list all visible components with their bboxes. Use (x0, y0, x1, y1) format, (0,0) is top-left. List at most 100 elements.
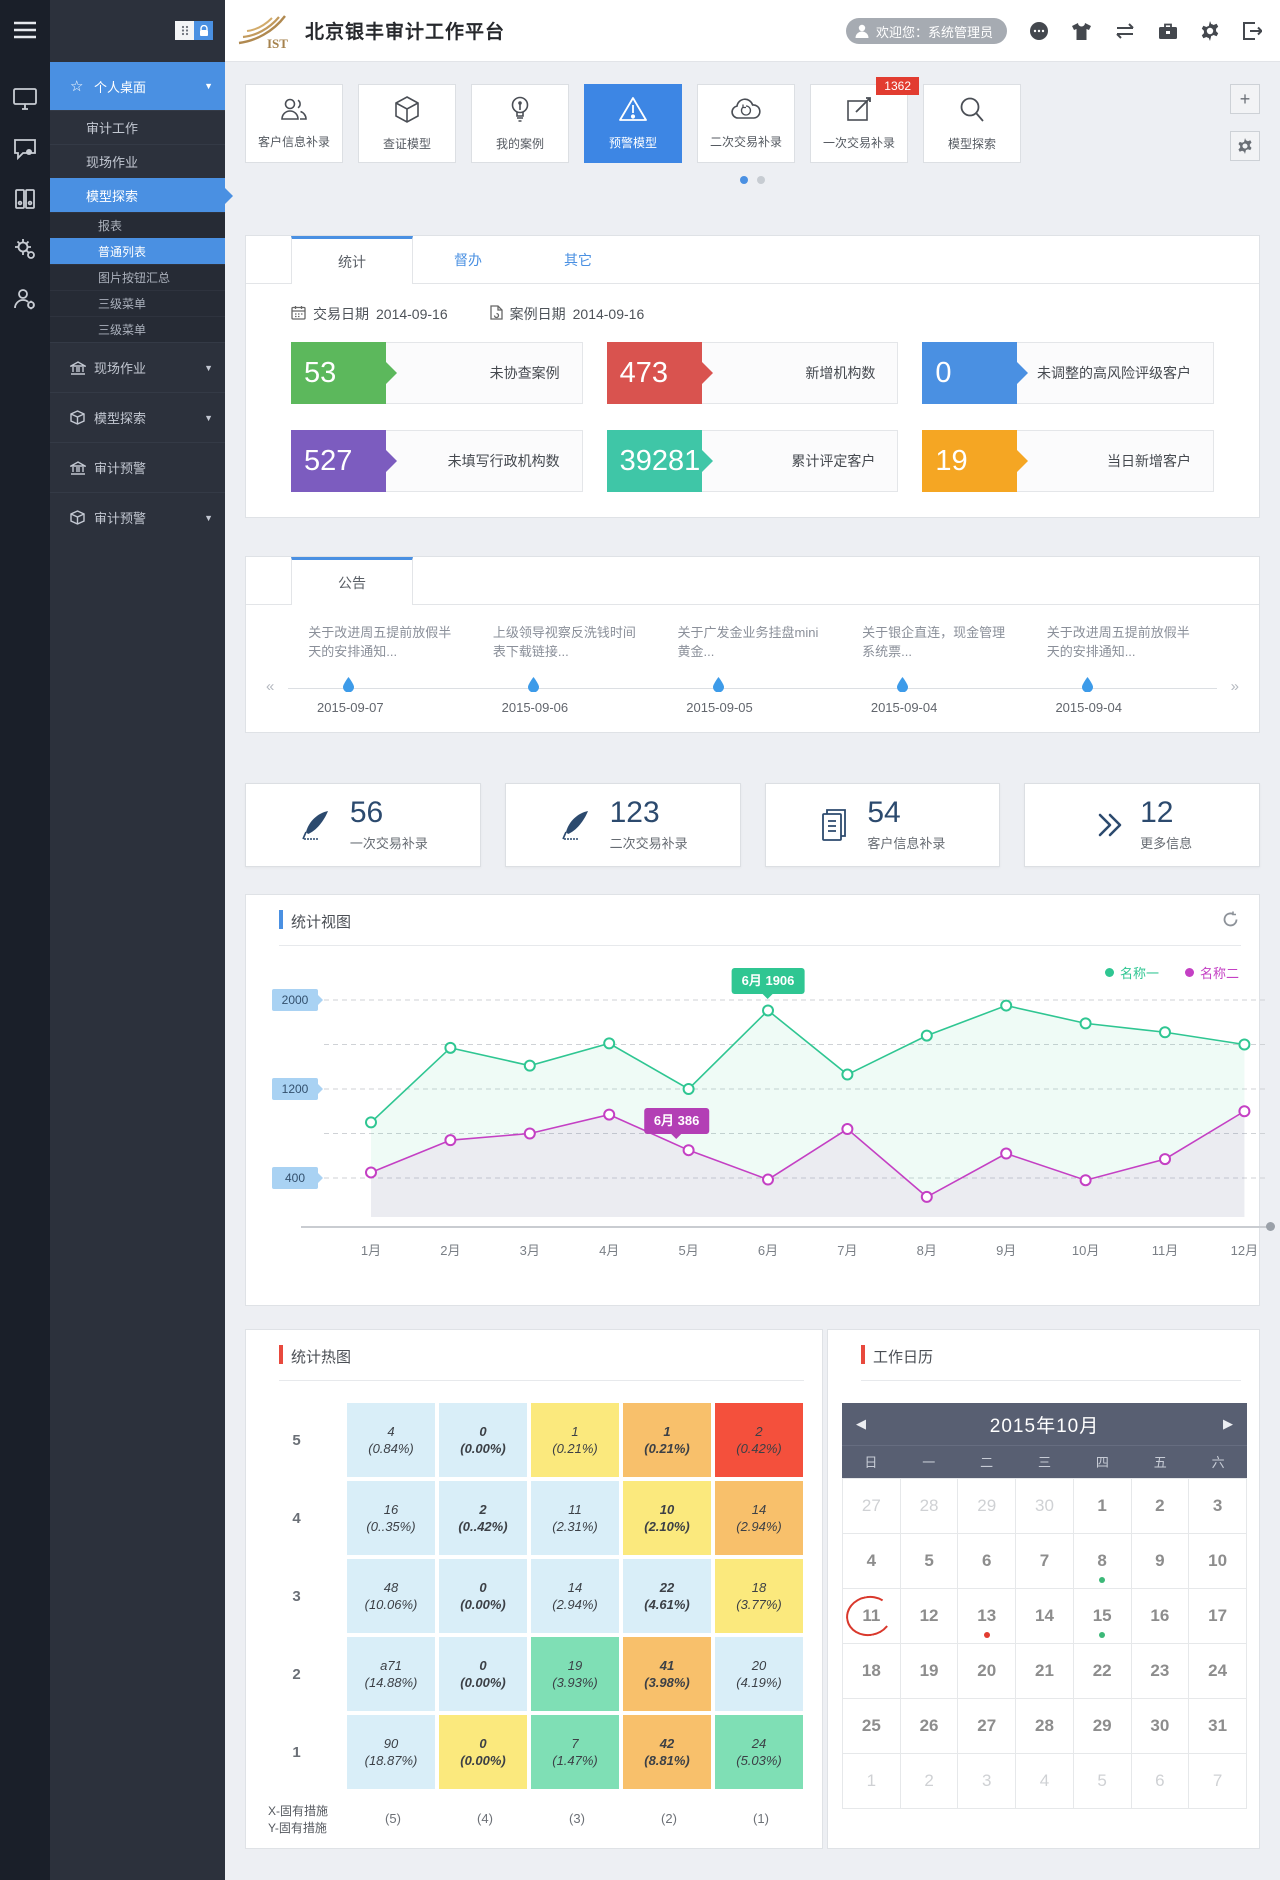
sidebar-item-12[interactable]: 审计预警 ▼ (50, 492, 225, 542)
heatmap-cell-4-0[interactable]: 90 (18.87%) (347, 1715, 435, 1789)
timeline-prev-icon[interactable]: « (266, 678, 275, 695)
heatmap-cell-3-0[interactable]: a71 (14.88%) (347, 1637, 435, 1711)
sidebar-item-6[interactable]: 图片按钮汇总 (50, 264, 225, 290)
add-card-button[interactable]: + (1230, 84, 1260, 114)
data-point-名称一-11[interactable] (1238, 1038, 1251, 1051)
swap-icon[interactable] (1114, 23, 1136, 39)
heatmap-cell-0-4[interactable]: 2 (0.42%) (715, 1403, 803, 1477)
calendar-day-12[interactable]: 12 (899, 1588, 959, 1644)
chat-icon[interactable] (0, 124, 50, 174)
data-point-名称二-1[interactable] (444, 1134, 457, 1147)
calendar-day-21[interactable]: 21 (1015, 1643, 1074, 1699)
announcement-item-2[interactable]: 关于广发金业务挂盘mini黄金... (677, 625, 819, 659)
metric-card-2[interactable]: 54 客户信息补录 (764, 783, 1001, 867)
quick-card-0[interactable]: 客户信息补录 (245, 84, 343, 163)
heatmap-cell-2-3[interactable]: 22 (4.61%) (623, 1559, 711, 1633)
data-point-名称一-3[interactable] (603, 1037, 616, 1050)
calendar-day-1[interactable]: 1 (1072, 1478, 1132, 1534)
card-settings-button[interactable] (1230, 131, 1260, 161)
carousel-dot-0[interactable] (740, 176, 748, 184)
chart-scrollbar[interactable] (301, 1226, 1271, 1228)
metric-card-1[interactable]: 123 二次交易补录 (504, 783, 741, 867)
legend-item-0[interactable]: 名称一 (1104, 963, 1159, 982)
data-point-名称二-8[interactable] (1000, 1147, 1013, 1160)
sidebar-item-3[interactable]: 模型探索 (50, 178, 233, 212)
sidebar-item-9[interactable]: 现场作业 ▼ (50, 342, 225, 392)
data-point-名称一-9[interactable] (1079, 1017, 1092, 1030)
heatmap-cell-2-1[interactable]: 0 (0.00%) (439, 1559, 527, 1633)
heatmap-cell-1-1[interactable]: 2 (0..42%) (439, 1481, 527, 1555)
calendar-day-3[interactable]: 3 (1188, 1478, 1247, 1534)
data-point-名称一-4[interactable] (682, 1083, 695, 1095)
stat-card-1[interactable]: 473 新增机构数 (606, 342, 899, 404)
data-point-名称一-5[interactable] (762, 1004, 774, 1017)
data-point-名称二-0[interactable] (365, 1166, 377, 1179)
tab-2[interactable]: 其它 (564, 252, 592, 268)
data-point-名称二-7[interactable] (920, 1190, 933, 1203)
heatmap-cell-0-2[interactable]: 1 (0.21%) (531, 1403, 619, 1477)
calendar-day-6[interactable]: 6 (957, 1533, 1017, 1589)
data-point-名称一-6[interactable] (841, 1068, 854, 1081)
carousel-dot-1[interactable] (757, 176, 765, 184)
stat-card-5[interactable]: 19 当日新增客户 (922, 430, 1214, 492)
data-point-名称二-10[interactable] (1159, 1153, 1171, 1166)
calendar-day-20[interactable]: 20 (957, 1643, 1017, 1699)
heatmap-cell-3-4[interactable]: 20 (4.19%) (715, 1637, 803, 1711)
data-point-名称二-6[interactable] (841, 1123, 854, 1136)
calendar-day-24[interactable]: 24 (1188, 1643, 1247, 1699)
calendar-day-7-out[interactable]: 7 (1188, 1753, 1247, 1809)
calendar-day-27-out[interactable]: 27 (842, 1478, 901, 1534)
sidebar-item-2[interactable]: 现场作业 (50, 144, 225, 178)
announcement-item-3[interactable]: 关于银企直连，现金管理系统票... (862, 625, 1006, 659)
calendar-day-5[interactable]: 5 (899, 1533, 959, 1589)
quick-card-3[interactable]: 预警模型 (584, 84, 682, 163)
calendar-day-25[interactable]: 25 (842, 1698, 901, 1754)
quick-card-4[interactable]: 二次交易补录 (697, 84, 795, 163)
refresh-icon[interactable] (1222, 911, 1239, 933)
lock-icon[interactable] (194, 21, 213, 40)
calendar-day-23[interactable]: 23 (1130, 1643, 1190, 1699)
sidebar-item-5[interactable]: 普通列表 (50, 238, 225, 264)
sidebar-item-8[interactable]: 三级菜单 (50, 316, 225, 342)
gears-icon[interactable] (0, 224, 50, 274)
sidebar-item-11[interactable]: 审计预警 (50, 442, 225, 492)
menu-icon[interactable] (0, 0, 50, 60)
calendar-day-4-out[interactable]: 4 (1015, 1753, 1074, 1809)
logout-icon[interactable] (1242, 22, 1262, 40)
calendar-day-5-out[interactable]: 5 (1072, 1753, 1132, 1809)
data-point-名称二-5[interactable] (762, 1173, 774, 1186)
data-point-名称一-8[interactable] (1000, 999, 1013, 1012)
announcement-item-4[interactable]: 关于改进周五提前放假半天的安排通知... (1046, 625, 1190, 659)
calendar-day-18[interactable]: 18 (842, 1643, 901, 1699)
message-icon[interactable] (1029, 21, 1049, 41)
calendar-day-3-out[interactable]: 3 (957, 1753, 1017, 1809)
data-point-名称二-3[interactable] (603, 1108, 616, 1121)
calendar-day-19[interactable]: 19 (899, 1643, 959, 1699)
calendar-day-8[interactable]: 8 (1072, 1533, 1132, 1589)
sidebar-item-7[interactable]: 三级菜单 (50, 290, 225, 316)
announcement-item-1[interactable]: 上级领导视察反洗钱时间表下载链接... (492, 625, 636, 659)
sidebar-item-0[interactable]: ☆ 个人桌面 ▼ (50, 62, 225, 110)
calendar-day-7[interactable]: 7 (1015, 1533, 1074, 1589)
calendar-day-4[interactable]: 4 (842, 1533, 901, 1589)
heatmap-cell-0-1[interactable]: 0 (0.00%) (439, 1403, 527, 1477)
heatmap-cell-3-3[interactable]: 41 (3.98%) (623, 1637, 711, 1711)
sidebar-item-4[interactable]: 报表 (50, 212, 225, 238)
calendar-day-30[interactable]: 30 (1130, 1698, 1190, 1754)
heatmap-cell-0-0[interactable]: 4 (0.84%) (347, 1403, 435, 1477)
heatmap-cell-2-4[interactable]: 18 (3.77%) (715, 1559, 803, 1633)
calendar-day-29[interactable]: 29 (1072, 1698, 1132, 1754)
heatmap-cell-3-1[interactable]: 0 (0.00%) (439, 1637, 527, 1711)
calendar-day-30-out[interactable]: 30 (1015, 1478, 1074, 1534)
calendar-day-31[interactable]: 31 (1188, 1698, 1247, 1754)
data-point-名称一-0[interactable] (365, 1116, 377, 1129)
calendar-day-2[interactable]: 2 (1130, 1478, 1190, 1534)
data-point-名称一-10[interactable] (1159, 1026, 1171, 1039)
metric-card-3[interactable]: 12 更多信息 (1024, 783, 1260, 867)
heatmap-cell-2-2[interactable]: 14 (2.94%) (531, 1559, 619, 1633)
stat-card-3[interactable]: 527 未填写行政机构数 (291, 430, 583, 492)
announcement-item-0[interactable]: 关于改进周五提前放假半天的安排通知... (308, 625, 452, 659)
calendar-day-16[interactable]: 16 (1130, 1588, 1190, 1644)
calendar-day-13[interactable]: 13 (957, 1588, 1017, 1644)
tab-0[interactable]: 统计 (291, 236, 413, 284)
